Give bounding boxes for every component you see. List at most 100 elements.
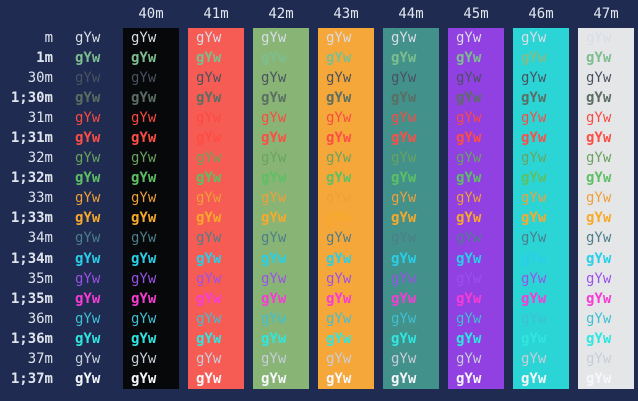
color-row-32m: 32m gYw gYw gYw gYw gYw gYw gYw gYw gYw bbox=[0, 148, 638, 169]
gyw-cell-default-bg: gYw bbox=[75, 30, 101, 46]
gyw-cell-1;34m-on-44m: gYw bbox=[383, 248, 448, 269]
gyw-cell-36m-on-40m: gYw bbox=[123, 308, 188, 329]
gyw-cell-default-bg: gYw bbox=[75, 230, 101, 247]
gyw-cell-1;37m-on-41m: gYw bbox=[188, 368, 253, 389]
color-row-37m: 37m gYw gYw gYw gYw gYw gYw gYw gYw gYw bbox=[0, 348, 638, 369]
color-row-1;37m: 1;37m gYw gYw gYw gYw gYw gYw gYw gYw gYw bbox=[0, 368, 638, 389]
gyw-cell-30m-on-45m: gYw bbox=[448, 68, 513, 89]
gyw-cell-37m-on-46m: gYw bbox=[513, 348, 578, 369]
gyw-cell-1m-on-45m: gYw bbox=[448, 48, 513, 69]
gyw-cell-default-bg: gYw bbox=[75, 90, 101, 107]
gyw-cell-34m-on-46m: gYw bbox=[513, 228, 578, 249]
color-row-35m: 35m gYw gYw gYw gYw gYw gYw gYw gYw gYw bbox=[0, 268, 638, 289]
gyw-cell-35m-on-43m: gYw bbox=[318, 268, 383, 289]
gyw-cell-30m-on-42m: gYw bbox=[253, 68, 318, 89]
gyw-cell-1;30m-on-43m: gYw bbox=[318, 88, 383, 109]
gyw-cell-m-on-43m: gYw bbox=[318, 28, 383, 49]
header-spacer-labels bbox=[0, 0, 55, 28]
gyw-cell-1;30m-on-41m: gYw bbox=[188, 88, 253, 109]
gyw-cell-1;31m-on-41m: gYw bbox=[188, 128, 253, 149]
column-header-40m: 40m bbox=[138, 6, 164, 22]
gyw-cell-1;30m-on-44m: gYw bbox=[383, 88, 448, 109]
gyw-cell-35m-on-44m: gYw bbox=[383, 268, 448, 289]
gyw-cell-1;36m-on-43m: gYw bbox=[318, 328, 383, 349]
gyw-cell-33m-on-47m: gYw bbox=[578, 188, 638, 209]
gyw-cell-36m-on-41m: gYw bbox=[188, 308, 253, 329]
gyw-cell-m-on-40m: gYw bbox=[123, 28, 188, 49]
gyw-cell-1m-on-46m: gYw bbox=[513, 48, 578, 69]
gyw-cell-1m-on-47m: gYw bbox=[578, 48, 638, 69]
gyw-cell-1;33m-on-43m: gYw bbox=[318, 208, 383, 229]
gyw-cell-1;35m-on-45m: gYw bbox=[448, 288, 513, 309]
color-row-30m: 30m gYw gYw gYw gYw gYw gYw gYw gYw gYw bbox=[0, 68, 638, 89]
gyw-cell-33m-on-43m: gYw bbox=[318, 188, 383, 209]
row-label: 34m bbox=[27, 230, 53, 247]
gyw-cell-35m-on-47m: gYw bbox=[578, 268, 638, 289]
column-header-46m: 46m bbox=[528, 6, 554, 22]
gyw-cell-34m-on-44m: gYw bbox=[383, 228, 448, 249]
gyw-cell-m-on-42m: gYw bbox=[253, 28, 318, 49]
gyw-cell-default-bg: gYw bbox=[75, 150, 101, 167]
gyw-cell-1;31m-on-42m: gYw bbox=[253, 128, 318, 149]
gyw-cell-1m-on-41m: gYw bbox=[188, 48, 253, 69]
gyw-cell-1;34m-on-45m: gYw bbox=[448, 248, 513, 269]
row-label: 1;31m bbox=[10, 130, 53, 147]
gyw-cell-default-bg: gYw bbox=[75, 210, 101, 227]
gyw-cell-33m-on-40m: gYw bbox=[123, 188, 188, 209]
gyw-cell-default-bg: gYw bbox=[75, 370, 101, 387]
gyw-cell-default-bg: gYw bbox=[75, 250, 101, 267]
gyw-cell-37m-on-40m: gYw bbox=[123, 348, 188, 369]
color-row-1m: 1m gYw gYw gYw gYw gYw gYw gYw gYw gYw bbox=[0, 48, 638, 69]
gyw-cell-1;31m-on-45m: gYw bbox=[448, 128, 513, 149]
gyw-cell-31m-on-47m: gYw bbox=[578, 108, 638, 129]
gyw-cell-1;33m-on-47m: gYw bbox=[578, 208, 638, 229]
gyw-cell-default-bg: gYw bbox=[75, 70, 101, 87]
color-row-1;32m: 1;32m gYw gYw gYw gYw gYw gYw gYw gYw gYw bbox=[0, 168, 638, 189]
gyw-cell-1m-on-40m: gYw bbox=[123, 48, 188, 69]
gyw-cell-m-on-47m: gYw bbox=[578, 28, 638, 49]
row-label: m bbox=[44, 30, 53, 46]
gyw-cell-37m-on-45m: gYw bbox=[448, 348, 513, 369]
gyw-cell-34m-on-45m: gYw bbox=[448, 228, 513, 249]
gyw-cell-36m-on-43m: gYw bbox=[318, 308, 383, 329]
gyw-cell-1;35m-on-46m: gYw bbox=[513, 288, 578, 309]
gyw-cell-m-on-44m: gYw bbox=[383, 28, 448, 49]
gyw-cell-default-bg: gYw bbox=[75, 190, 101, 207]
color-row-m: m gYw gYw gYw gYw gYw gYw gYw gYw gYw bbox=[0, 28, 638, 49]
gyw-cell-31m-on-46m: gYw bbox=[513, 108, 578, 129]
gyw-cell-1;37m-on-46m: gYw bbox=[513, 368, 578, 389]
gyw-cell-33m-on-46m: gYw bbox=[513, 188, 578, 209]
gyw-cell-1;34m-on-42m: gYw bbox=[253, 248, 318, 269]
gyw-cell-1;33m-on-41m: gYw bbox=[188, 208, 253, 229]
gyw-cell-35m-on-40m: gYw bbox=[123, 268, 188, 289]
gyw-cell-1;37m-on-45m: gYw bbox=[448, 368, 513, 389]
gyw-cell-30m-on-43m: gYw bbox=[318, 68, 383, 89]
color-row-1;30m: 1;30m gYw gYw gYw gYw gYw gYw gYw gYw gYw bbox=[0, 88, 638, 109]
gyw-cell-m-on-46m: gYw bbox=[513, 28, 578, 49]
gyw-cell-1;32m-on-42m: gYw bbox=[253, 168, 318, 189]
gyw-cell-1;37m-on-43m: gYw bbox=[318, 368, 383, 389]
gyw-cell-33m-on-45m: gYw bbox=[448, 188, 513, 209]
gyw-cell-1;35m-on-41m: gYw bbox=[188, 288, 253, 309]
gyw-cell-31m-on-41m: gYw bbox=[188, 108, 253, 129]
row-label: 37m bbox=[27, 350, 53, 367]
gyw-cell-1;35m-on-44m: gYw bbox=[383, 288, 448, 309]
gyw-cell-1;33m-on-45m: gYw bbox=[448, 208, 513, 229]
gyw-cell-1;36m-on-42m: gYw bbox=[253, 328, 318, 349]
gyw-cell-1;35m-on-40m: gYw bbox=[123, 288, 188, 309]
row-label: 1;37m bbox=[10, 370, 53, 387]
gyw-cell-1;32m-on-41m: gYw bbox=[188, 168, 253, 189]
row-label: 30m bbox=[27, 70, 53, 87]
gyw-cell-1;34m-on-47m: gYw bbox=[578, 248, 638, 269]
gyw-cell-1;30m-on-47m: gYw bbox=[578, 88, 638, 109]
gyw-cell-32m-on-46m: gYw bbox=[513, 148, 578, 169]
gyw-cell-36m-on-47m: gYw bbox=[578, 308, 638, 329]
gyw-cell-34m-on-47m: gYw bbox=[578, 228, 638, 249]
column-header-47m: 47m bbox=[593, 6, 619, 22]
gyw-cell-default-bg: gYw bbox=[75, 110, 101, 127]
gyw-cell-31m-on-43m: gYw bbox=[318, 108, 383, 129]
gyw-cell-30m-on-47m: gYw bbox=[578, 68, 638, 89]
gyw-cell-1;32m-on-44m: gYw bbox=[383, 168, 448, 189]
gyw-cell-31m-on-40m: gYw bbox=[123, 108, 188, 129]
row-label: 31m bbox=[27, 110, 53, 127]
